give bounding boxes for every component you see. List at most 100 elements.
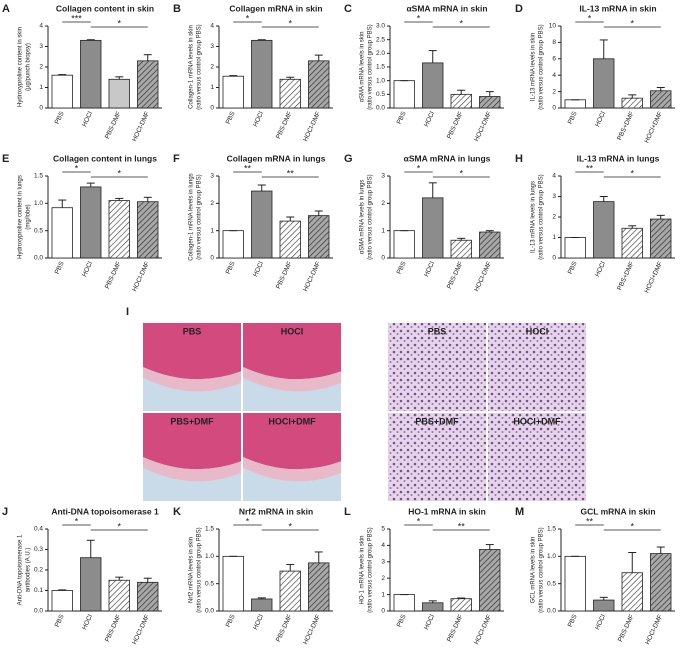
y-axis-label: Nrf2 mRNA levels in skin xyxy=(189,537,195,603)
x-tick-label: PBS xyxy=(567,613,579,628)
panel-letter: D xyxy=(515,3,523,15)
image-label: PBS xyxy=(183,326,202,336)
y-axis-label: HO-1 mRNA levels in skin xyxy=(360,535,366,604)
chart-title: Anti-DNA topoisomerase 1 xyxy=(51,506,159,516)
y-axis-label: Collagen-1 mRNA levels in skin xyxy=(189,25,195,109)
x-tick-label: HOCl-DMF xyxy=(302,261,322,293)
y-tick-label: 3.0 xyxy=(376,23,385,30)
y-tick-label: 2 xyxy=(381,575,385,582)
bar xyxy=(251,598,273,612)
y-tick-label: 0.3 xyxy=(34,546,43,553)
y-tick-label: 4 xyxy=(552,173,556,180)
panel-letter: C xyxy=(344,3,352,15)
panel-letter: E xyxy=(2,153,9,165)
x-tick-label: PBS xyxy=(225,110,237,125)
bar xyxy=(108,78,130,109)
significance-label: * xyxy=(288,521,292,531)
y-axis-label: (ratio versus control group PBS) xyxy=(197,24,203,109)
chart-title: Collagen mRNA in skin xyxy=(229,3,322,13)
x-tick-label: PBS-DMF xyxy=(275,261,294,290)
y-tick-label: 1 xyxy=(552,234,556,241)
panel-letter: H xyxy=(515,153,523,165)
bar xyxy=(251,190,273,259)
y-axis-label: (ratio versus control group PBS) xyxy=(539,527,545,612)
chart-title: αSMA mRNA in lungs xyxy=(404,153,491,163)
bar xyxy=(479,96,501,109)
micrograph xyxy=(488,413,586,501)
tissue-band xyxy=(143,457,241,482)
bar xyxy=(479,231,501,259)
image-label: PBS+DMF xyxy=(415,416,459,426)
y-tick-label: 2 xyxy=(552,214,556,221)
y-tick-label: 0.0 xyxy=(376,105,385,112)
x-tick-label: HOCl xyxy=(423,110,436,128)
tissue-band xyxy=(243,413,341,470)
x-tick-label: PBS xyxy=(396,260,408,275)
y-axis-label: (ratio versus control group PBS) xyxy=(197,174,203,259)
y-tick-label: 2.5 xyxy=(376,36,385,43)
image-label: HOCl+DMF xyxy=(513,416,561,426)
y-tick-label: 5 xyxy=(381,526,385,533)
y-tick-label: 1.5 xyxy=(547,526,556,533)
micrograph xyxy=(388,413,486,501)
x-tick-label: HOCl-DMF xyxy=(644,614,664,646)
x-tick-label: PBS xyxy=(396,110,408,125)
bar xyxy=(564,99,586,109)
y-axis-label: antibodies (A.U.) xyxy=(26,548,32,593)
significance-label: * xyxy=(117,521,121,531)
y-tick-label: 1 xyxy=(381,591,385,598)
significance-label: * xyxy=(459,168,463,178)
x-tick-label: HOCl+DMF xyxy=(644,261,665,295)
bar xyxy=(308,215,330,259)
significance-label: * xyxy=(630,168,634,178)
significance-label: * xyxy=(459,18,463,28)
y-axis-label: (ratio versus control group PBS) xyxy=(368,24,374,109)
significance-label: ** xyxy=(586,163,594,173)
chart-title: αSMA mRNA in skin xyxy=(406,3,487,13)
panel-letter: L xyxy=(344,506,351,518)
chart-title: Collagen mRNA in lungs xyxy=(227,153,326,163)
y-tick-label: 3 xyxy=(552,193,556,200)
x-tick-label: HOCl-DMF xyxy=(131,261,151,293)
significance-label: *** xyxy=(71,13,82,23)
significance-label: ** xyxy=(287,168,295,178)
y-tick-label: 3 xyxy=(381,173,385,180)
x-tick-label: HOCl xyxy=(594,613,607,631)
y-axis-label: (mg/lobe) xyxy=(26,204,32,229)
chart-title: Collagen content in skin xyxy=(56,3,154,13)
significance-label: * xyxy=(117,18,121,28)
tissue-band xyxy=(243,457,341,482)
significance-label: * xyxy=(588,13,592,23)
chart-title: IL-13 mRNA in skin xyxy=(579,3,656,13)
y-axis-label: αSMA mRNA levels in skin xyxy=(360,32,366,103)
x-tick-label: PBS+DMF xyxy=(616,111,635,142)
bar xyxy=(308,60,330,109)
y-tick-label: 2 xyxy=(552,88,556,95)
y-axis-label: Collagen-1 mRNA levels in lungs xyxy=(189,173,195,260)
y-axis-label: (µg/punch biopsy) xyxy=(26,43,32,91)
panel-letter: G xyxy=(344,153,353,165)
bar xyxy=(222,75,244,109)
y-tick-label: 0 xyxy=(381,608,385,615)
y-tick-label: 1.0 xyxy=(34,200,43,207)
x-tick-label: PBS xyxy=(54,613,66,628)
y-tick-label: 0.0 xyxy=(34,608,43,615)
bar xyxy=(80,557,102,612)
y-tick-label: 1.0 xyxy=(376,77,385,84)
significance-label: ** xyxy=(458,521,466,531)
micrograph xyxy=(488,323,586,411)
x-tick-label: HOCl xyxy=(423,260,436,278)
significance-label: * xyxy=(117,168,121,178)
x-tick-label: PBS+DMF xyxy=(616,261,635,292)
y-tick-label: 1.5 xyxy=(205,526,214,533)
panel-letter: M xyxy=(515,506,524,518)
bar xyxy=(108,200,130,259)
y-tick-label: 4 xyxy=(381,542,385,549)
bar xyxy=(51,207,73,259)
bar xyxy=(564,237,586,259)
panel-letter: K xyxy=(173,506,181,518)
x-tick-label: PBS-DMF xyxy=(275,111,294,140)
y-tick-label: 2 xyxy=(210,200,214,207)
panel-letter: I xyxy=(126,306,129,318)
bar xyxy=(51,74,73,109)
